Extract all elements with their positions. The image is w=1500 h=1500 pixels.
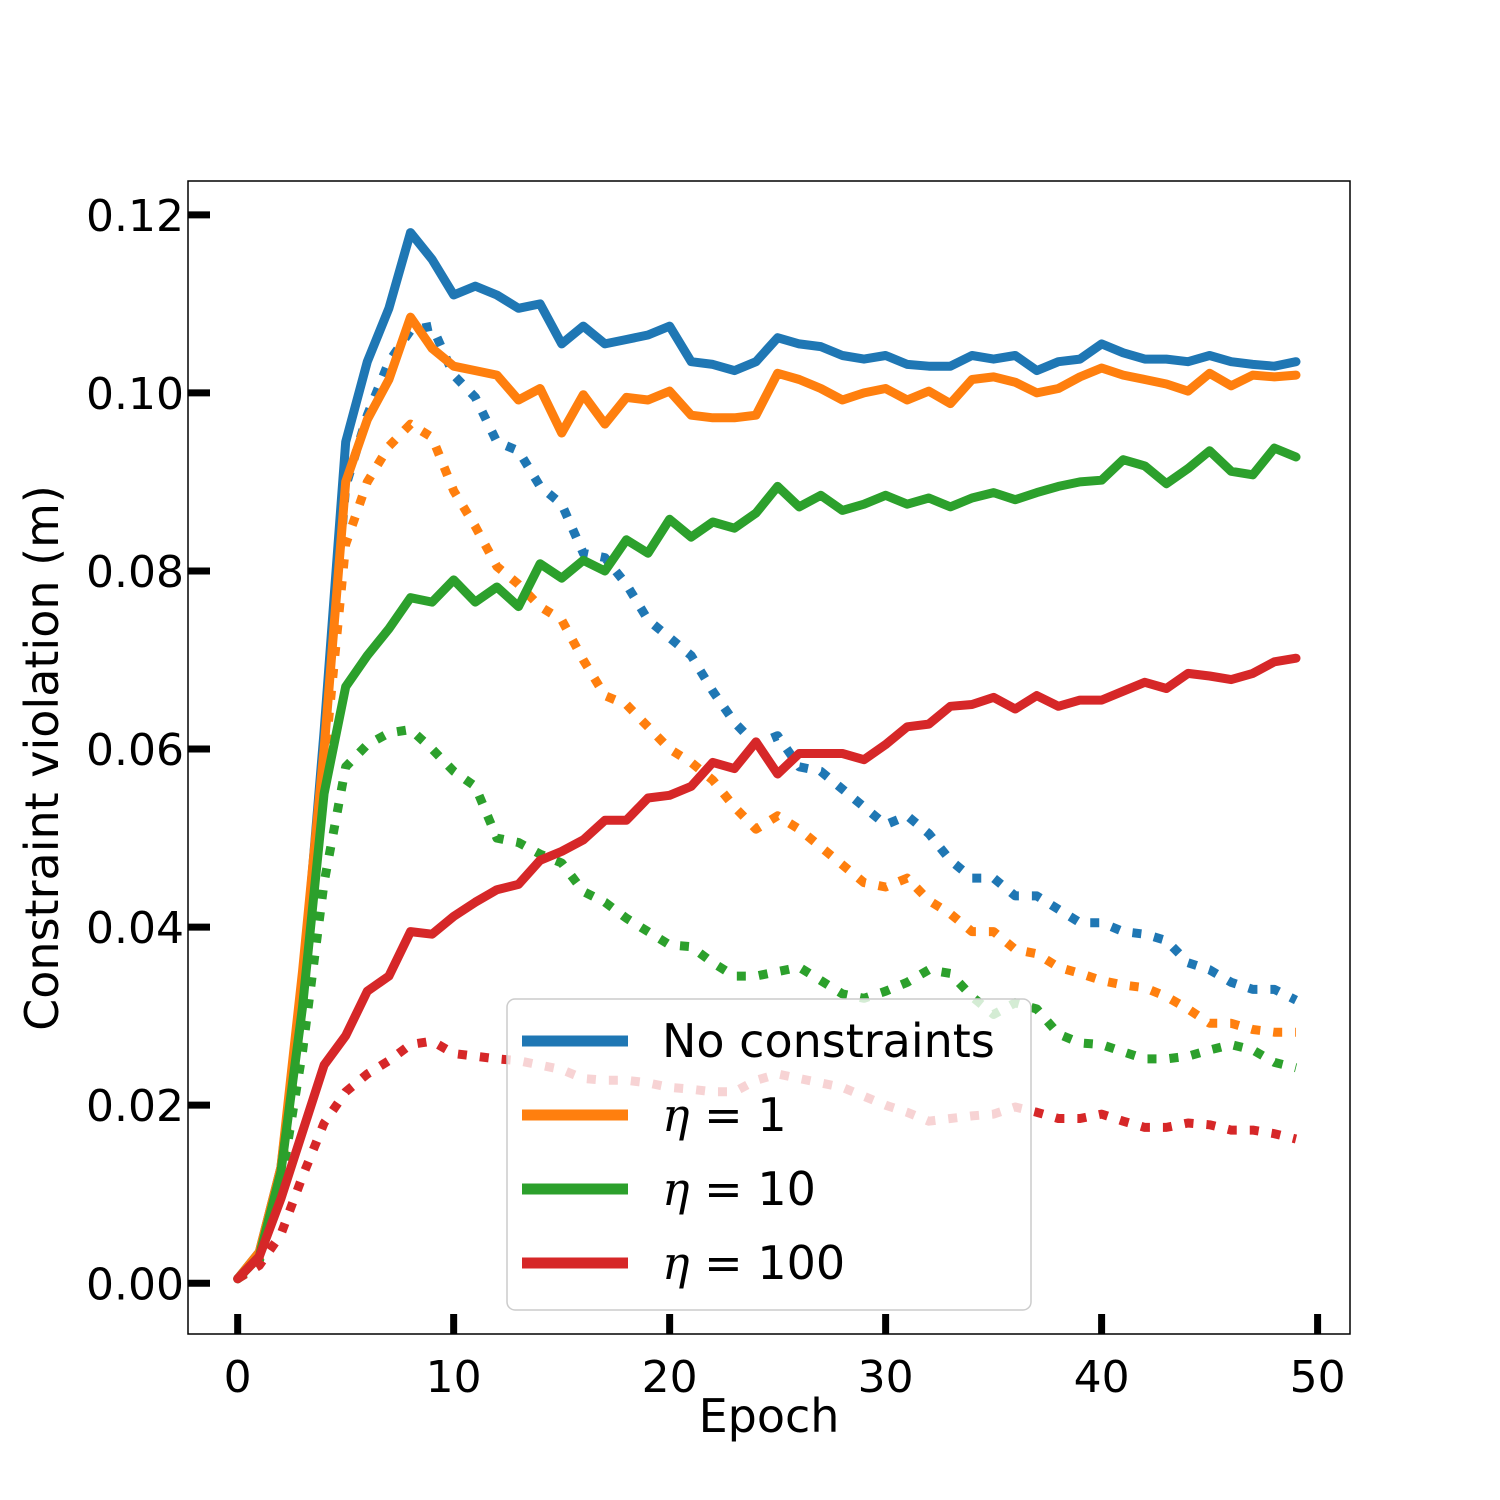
legend: No constraints η = 1 η = 10 η = 100: [506, 998, 1032, 1311]
y-tick-label: 0.06: [86, 725, 184, 776]
legend-entry-label: η = 10: [662, 1162, 816, 1216]
y-tick-label: 0.04: [86, 903, 184, 954]
y-tick-label: 0.10: [86, 369, 184, 420]
x-axis-label: Epoch: [699, 1389, 840, 1443]
legend-entry-label: η = 1: [662, 1088, 787, 1142]
legend-entry-label: No constraints: [662, 1014, 995, 1068]
x-tick-label: 40: [1074, 1352, 1130, 1403]
x-tick-label: 0: [224, 1352, 252, 1403]
series-line-1: [233, 312, 1301, 1284]
plot-area-frame: [187, 180, 1351, 1335]
x-tick-label: 10: [426, 1352, 482, 1403]
y-axis-label: Constraint violation (m): [15, 485, 69, 1031]
series-line-6-dotted: [234, 725, 1298, 1283]
legend-frame: [506, 998, 1032, 1311]
series-line-0: [233, 228, 1301, 1284]
legend-entry-label: η = 100: [662, 1236, 845, 1290]
y-tick-label: 0.08: [86, 547, 184, 598]
series-line-4-dotted: [234, 321, 1298, 1283]
y-tick-label: 0.02: [86, 1081, 184, 1132]
series-line-3: [233, 653, 1301, 1284]
y-tick-label: 0.12: [86, 191, 184, 242]
y-tick-label: 0.00: [86, 1259, 184, 1310]
x-tick-label: 50: [1290, 1352, 1346, 1403]
x-tick-label: 20: [642, 1352, 698, 1403]
series-line-2: [233, 443, 1301, 1284]
y-axis: 0.00 0.02 0.04 0.06 0.08 0.10 0.12: [86, 191, 210, 1310]
x-axis: 0 10 20 30 40 50: [224, 1314, 1346, 1403]
x-tick-label: 30: [858, 1352, 914, 1403]
